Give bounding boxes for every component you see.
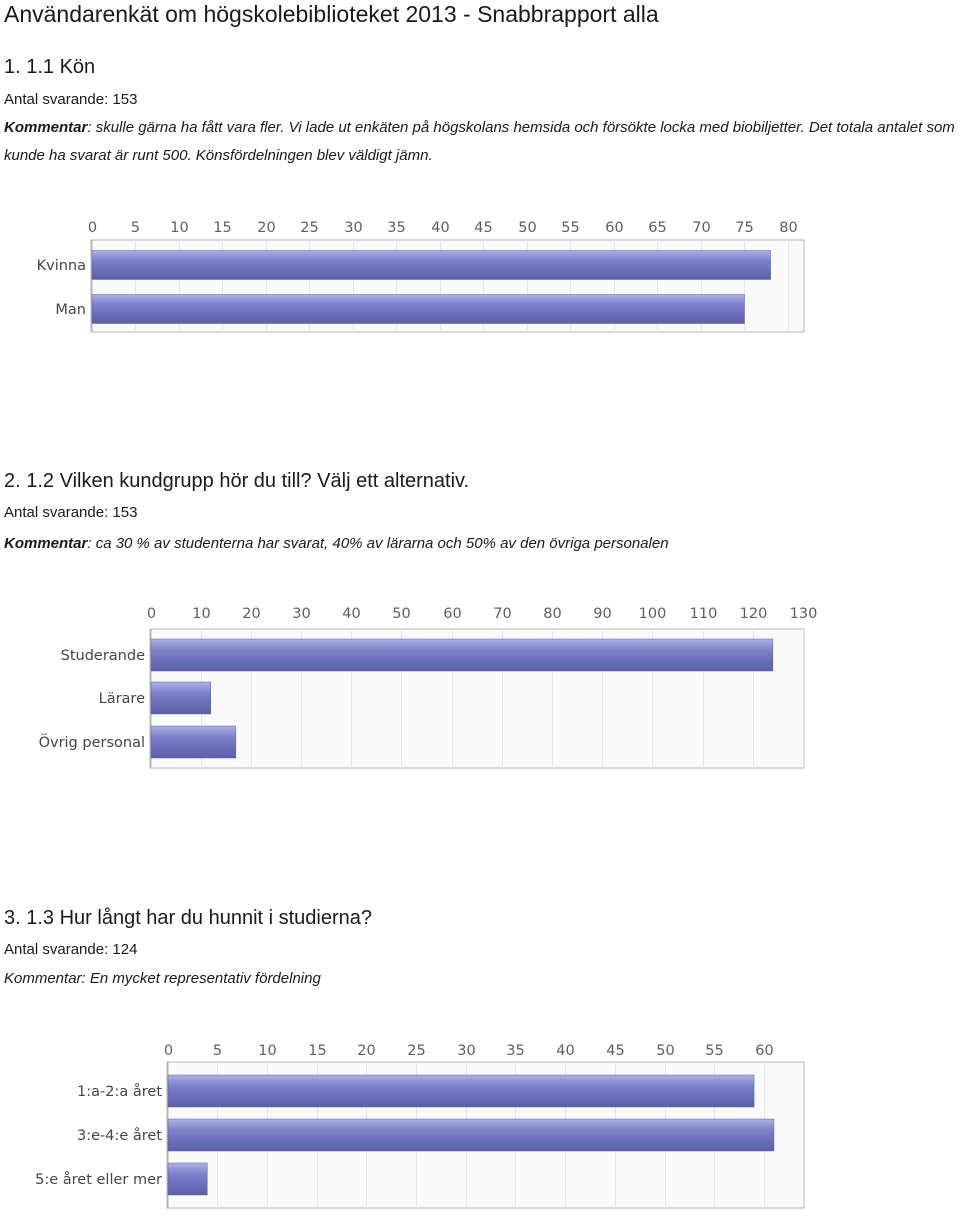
category-label: Studerande [61, 648, 145, 664]
question-2-respondents: Antal svarande: 153 [4, 504, 138, 521]
bar [167, 1118, 775, 1152]
question-3-comment: Kommentar: En mycket representativ förde… [4, 965, 959, 993]
x-tick-label: 40 [342, 606, 360, 622]
question-3-heading: 3. 1.3 Hur långt har du hunnit i studier… [4, 907, 373, 929]
category-label: 1:a-2:a året [77, 1083, 162, 1100]
comment-label: Kommentar [4, 535, 88, 552]
question-3-respondents: Antal svarande: 124 [4, 941, 138, 958]
x-tick-label: 25 [407, 1043, 425, 1059]
x-tick-label: 25 [300, 220, 318, 236]
question-2-comment: Kommentar: ca 30 % av studenterna har sv… [4, 530, 959, 558]
x-tick-label: 30 [457, 1043, 475, 1059]
x-tick-label: 70 [493, 606, 511, 622]
plot-area [90, 239, 805, 333]
comment-text: : ca 30 % av studenterna har svarat, 40%… [87, 535, 669, 552]
x-tick-label: 40 [556, 1043, 574, 1059]
x-tick-label: 130 [790, 606, 818, 622]
x-tick-label: 10 [258, 1043, 276, 1059]
bar [150, 681, 211, 715]
x-tick-label: 50 [518, 220, 536, 236]
x-tick-label: 100 [639, 606, 667, 622]
x-tick-label: 60 [443, 606, 461, 622]
bar [91, 250, 771, 280]
x-tick-label: 45 [474, 220, 492, 236]
x-tick-label: 30 [292, 606, 310, 622]
plot-area [166, 1061, 805, 1209]
x-tick-label: 40 [431, 220, 449, 236]
question-1-comment: Kommentar: skulle gärna ha fått vara fle… [4, 114, 959, 170]
x-tick-label: 50 [392, 606, 410, 622]
category-label: 3:e-4:e året [77, 1127, 162, 1144]
bar [150, 725, 237, 759]
bar [167, 1162, 208, 1196]
document-title: Användarenkät om högskolebiblioteket 201… [4, 1, 659, 27]
comment-label: Kommentar [4, 970, 82, 987]
x-tick-label: 45 [606, 1043, 624, 1059]
x-tick-label: 35 [387, 220, 405, 236]
x-tick-label: 120 [740, 606, 768, 622]
x-tick-label: 110 [690, 606, 718, 622]
x-tick-label: 30 [344, 220, 362, 236]
x-tick-label: 10 [192, 606, 210, 622]
question-1-respondents: Antal svarande: 153 [4, 91, 138, 108]
x-tick-label: 10 [170, 220, 188, 236]
comment-text: : skulle gärna ha fått vara fler. Vi lad… [4, 119, 955, 164]
x-tick-label: 20 [257, 220, 275, 236]
x-tick-label: 35 [506, 1043, 524, 1059]
comment-text: : En mycket representativ fördelning [81, 970, 321, 987]
bar [91, 294, 745, 324]
comment-label: Kommentar [4, 119, 88, 136]
x-tick-label: 55 [705, 1043, 723, 1059]
x-tick-label: 0 [88, 220, 97, 236]
x-tick-label: 80 [543, 606, 561, 622]
x-tick-label: 5 [131, 220, 140, 236]
plot-area [149, 628, 805, 769]
x-tick-label: 15 [308, 1043, 326, 1059]
x-tick-label: 60 [605, 220, 623, 236]
x-tick-label: 70 [692, 220, 710, 236]
x-tick-label: 20 [357, 1043, 375, 1059]
x-tick-label: 55 [561, 220, 579, 236]
x-tick-label: 90 [593, 606, 611, 622]
x-tick-label: 15 [213, 220, 231, 236]
bar [167, 1074, 755, 1108]
question-2-heading: 2. 1.2 Vilken kundgrupp hör du till? Väl… [4, 470, 470, 492]
x-tick-label: 60 [755, 1043, 773, 1059]
x-tick-label: 50 [656, 1043, 674, 1059]
bar [150, 638, 774, 672]
category-label: Lärare [99, 691, 145, 707]
x-tick-label: 20 [242, 606, 260, 622]
x-tick-label: 0 [147, 606, 156, 622]
x-tick-label: 65 [648, 220, 666, 236]
x-tick-label: 80 [779, 220, 797, 236]
x-tick-label: 0 [164, 1043, 173, 1059]
category-label: Kvinna [37, 258, 86, 274]
question-1-heading: 1. 1.1 Kön [4, 56, 96, 78]
category-label: Övrig personal [39, 733, 145, 751]
category-label: 5:e året eller mer [35, 1171, 162, 1188]
category-label: Man [55, 302, 86, 318]
x-tick-label: 75 [735, 220, 753, 236]
x-tick-label: 5 [213, 1043, 222, 1059]
